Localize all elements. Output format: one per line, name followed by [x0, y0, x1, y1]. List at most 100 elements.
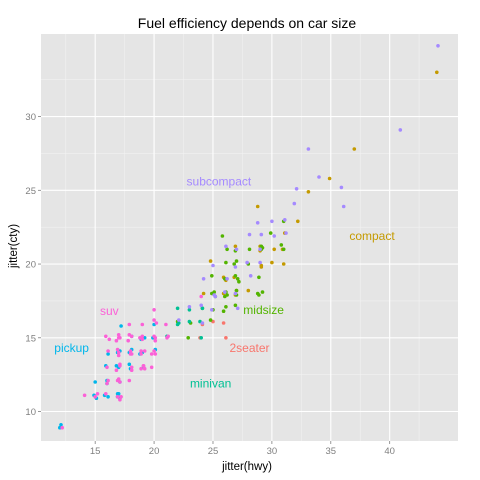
label-compact: compact [349, 229, 395, 243]
x-tick-label: 35 [325, 446, 336, 457]
point-midsize [237, 279, 241, 284]
point-subcompact [317, 175, 321, 179]
point-suv [152, 349, 156, 353]
point-subcompact [272, 234, 277, 238]
point-pickup [116, 392, 121, 396]
point-midsize [220, 234, 225, 238]
point-suv [140, 322, 145, 327]
plot-panel [41, 34, 458, 441]
x-axis-title: jitter(hwy) [221, 461, 272, 473]
point-suv [141, 364, 146, 368]
point-subcompact [235, 306, 240, 311]
point-suv [118, 364, 122, 368]
point-compact [327, 176, 332, 181]
point-suv [82, 393, 87, 398]
point-minivan [175, 306, 180, 311]
point-subcompact [258, 247, 262, 252]
point-suv [107, 337, 112, 342]
series-midsize [175, 219, 286, 340]
series-subcompact [177, 44, 440, 325]
label-minivan: minivan [190, 376, 231, 390]
point-compact [208, 259, 213, 263]
point-suv [149, 365, 154, 370]
point-suv [114, 338, 119, 343]
point-suv [105, 381, 109, 386]
label-suv: suv [100, 304, 119, 318]
point-suv [164, 322, 168, 327]
point-subcompact [258, 260, 262, 265]
point-subcompact [177, 318, 181, 322]
point-midsize [235, 277, 240, 281]
point-compact [352, 147, 357, 151]
point-pickup [114, 364, 119, 368]
y-axis-title: jitter(cty) [8, 224, 20, 269]
point-suv [115, 395, 120, 399]
point-subcompact [212, 293, 216, 297]
point-subcompact [210, 308, 214, 312]
x-tick-label: 20 [149, 446, 160, 457]
point-suv [139, 352, 143, 356]
point-subcompact [294, 187, 299, 191]
points-layer [58, 44, 440, 430]
point-suv [116, 336, 121, 340]
point-compact [272, 247, 277, 252]
point-suv [116, 350, 121, 355]
point-pickup [106, 395, 110, 399]
point-suv [115, 347, 120, 352]
chart-title: Fuel efficiency depends on car size [138, 15, 357, 31]
point-suv [127, 333, 132, 337]
point-minivan [175, 322, 180, 327]
point-subcompact [233, 265, 238, 269]
point-pickup [59, 423, 63, 427]
point-suv [199, 294, 203, 299]
point-suv [119, 395, 123, 399]
point-suv [129, 368, 134, 373]
point-midsize [186, 336, 190, 340]
label-subcompact: subcompact [187, 174, 252, 188]
point-midsize [224, 260, 228, 265]
point-midsize [234, 259, 239, 263]
point-midsize [234, 288, 239, 293]
point-suv [116, 333, 121, 337]
point-subcompact [284, 231, 288, 235]
point-suv [152, 334, 156, 339]
point-midsize [232, 262, 236, 266]
point-suv [142, 349, 147, 353]
point-subcompact [211, 263, 215, 268]
point-suv [152, 318, 156, 322]
point-subcompact [187, 305, 192, 309]
point-subcompact [233, 291, 238, 296]
point-suv [126, 338, 130, 343]
point-midsize [233, 274, 238, 278]
point-suv [140, 334, 145, 339]
point-midsize [225, 247, 229, 252]
point-minivan [187, 308, 192, 312]
point-suv [93, 395, 97, 399]
point-subcompact [306, 147, 311, 151]
y-tick-label: 15 [25, 333, 36, 344]
point-compact [270, 260, 274, 265]
point-suv [129, 365, 134, 370]
point-subcompact [245, 260, 249, 265]
point-suv [152, 308, 156, 312]
point-compact [259, 263, 264, 268]
point-suv [104, 334, 108, 339]
point-compact [306, 190, 311, 194]
point-subcompact [259, 232, 264, 237]
point-midsize [281, 247, 286, 252]
point-suv [139, 349, 143, 353]
point-midsize [268, 231, 273, 235]
point-midsize [233, 303, 238, 308]
point-compact [435, 70, 439, 75]
point-midsize [279, 243, 284, 247]
group-labels: 2seater compact midsize minivan pickup subcom… [54, 174, 395, 390]
point-suv [128, 349, 133, 353]
point-midsize [210, 274, 214, 278]
point-midsize [208, 318, 213, 322]
y-tick-label: 25 [25, 186, 36, 197]
x-axis-ticks: 15 20 25 30 35 40 [90, 441, 395, 457]
y-tick-label: 30 [25, 112, 36, 123]
point-subcompact [223, 290, 227, 294]
point-compact [201, 291, 206, 296]
point-suv [127, 322, 132, 327]
